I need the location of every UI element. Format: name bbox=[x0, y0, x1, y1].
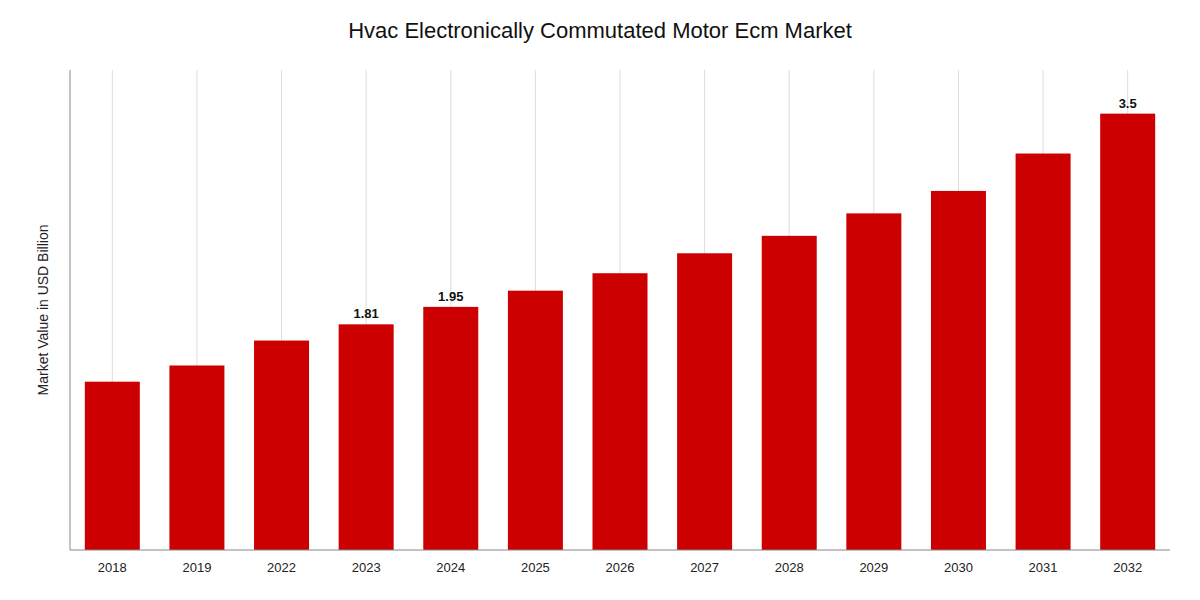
x-tick-label: 2029 bbox=[859, 560, 888, 575]
x-tick-label: 2019 bbox=[182, 560, 211, 575]
bar bbox=[1100, 114, 1155, 550]
x-tick-label: 2024 bbox=[436, 560, 465, 575]
bar bbox=[508, 291, 563, 550]
chart-title: Hvac Electronically Commutated Motor Ecm… bbox=[348, 18, 852, 43]
y-axis-line bbox=[70, 70, 71, 550]
x-tick-label: 2031 bbox=[1029, 560, 1058, 575]
y-axis-label: Market Value in USD Billion bbox=[35, 225, 51, 396]
chart-svg: 2018 2019 2022 2023 2024 2025 2026 2027 2028 2029… bbox=[0, 0, 1200, 600]
x-tick-label: 2018 bbox=[98, 560, 127, 575]
bar bbox=[423, 307, 478, 550]
bar bbox=[846, 213, 901, 550]
data-label: 3.5 bbox=[1119, 96, 1137, 111]
data-labels: 1.81 1.95 3.5 bbox=[353, 96, 1136, 322]
bar bbox=[1016, 154, 1071, 550]
x-tick-label: 2027 bbox=[690, 560, 719, 575]
x-axis-line bbox=[70, 550, 1170, 551]
x-tick-label: 2028 bbox=[775, 560, 804, 575]
x-tick-label: 2032 bbox=[1113, 560, 1142, 575]
x-tick-label: 2030 bbox=[944, 560, 973, 575]
bar bbox=[677, 253, 732, 550]
bars bbox=[85, 114, 1155, 550]
chart-container: 2018 2019 2022 2023 2024 2025 2026 2027 2028 2029… bbox=[0, 0, 1200, 600]
bar bbox=[339, 324, 394, 550]
grid bbox=[112, 70, 1127, 550]
bar bbox=[931, 191, 986, 550]
data-label: 1.95 bbox=[438, 289, 463, 304]
bar bbox=[593, 273, 648, 550]
bar bbox=[169, 365, 224, 550]
bar bbox=[85, 382, 140, 550]
x-tick-label: 2023 bbox=[352, 560, 381, 575]
x-tick-label: 2022 bbox=[267, 560, 296, 575]
bar bbox=[254, 341, 309, 550]
bar bbox=[762, 236, 817, 550]
x-ticks: 2018 2019 2022 2023 2024 2025 2026 2027 2028 2029… bbox=[98, 560, 1142, 575]
x-tick-label: 2025 bbox=[521, 560, 550, 575]
x-tick-label: 2026 bbox=[606, 560, 635, 575]
data-label: 1.81 bbox=[353, 306, 378, 321]
